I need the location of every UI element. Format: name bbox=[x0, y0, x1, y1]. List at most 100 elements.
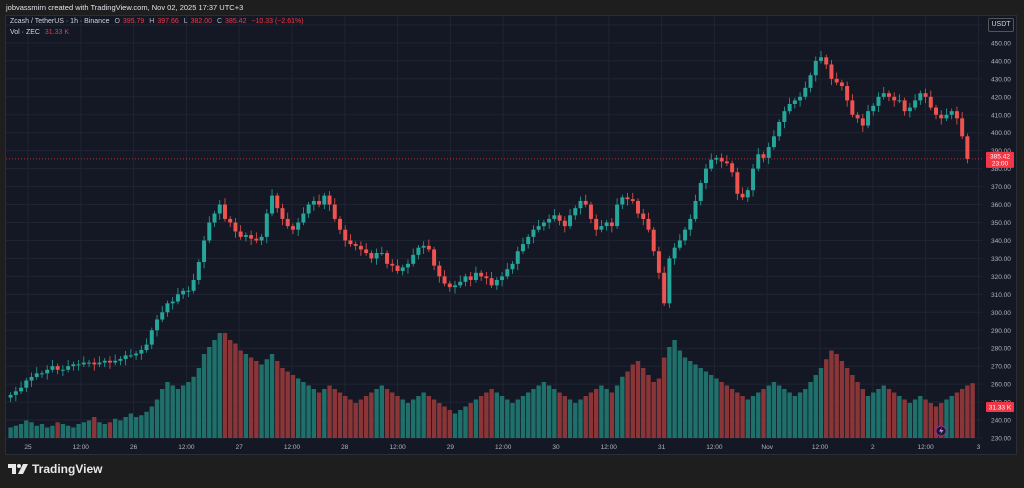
candle-body bbox=[374, 253, 379, 259]
volume-bar bbox=[86, 420, 92, 438]
candle-body bbox=[134, 353, 139, 356]
volume-bar bbox=[939, 403, 944, 438]
candle-body bbox=[719, 157, 724, 162]
candle-body bbox=[526, 236, 531, 245]
volume-bar bbox=[541, 382, 547, 438]
volume-bar bbox=[452, 413, 458, 438]
volume-bar bbox=[526, 392, 531, 438]
candle-body bbox=[186, 290, 191, 292]
candle-body bbox=[641, 213, 646, 219]
candle-body bbox=[839, 82, 844, 87]
volume-bar bbox=[107, 422, 113, 438]
x-tick-label: 12:00 bbox=[389, 444, 406, 451]
candle-body bbox=[876, 96, 881, 106]
quote-currency-badge[interactable]: USDT bbox=[988, 18, 1014, 32]
volume-bar bbox=[222, 333, 228, 438]
volume-bar bbox=[682, 357, 688, 438]
volume-bar bbox=[463, 406, 468, 438]
volume-bar bbox=[426, 396, 432, 438]
volume-bar bbox=[818, 368, 824, 438]
y-tick-label: 360.00 bbox=[991, 202, 1011, 209]
candle-body bbox=[886, 93, 891, 97]
volume-bar bbox=[311, 389, 317, 438]
candle-body bbox=[609, 222, 614, 227]
candle-body bbox=[264, 213, 269, 237]
x-tick-label: 12:00 bbox=[178, 444, 195, 451]
candle-body bbox=[301, 213, 306, 223]
volume-bar bbox=[264, 359, 269, 438]
candle-body bbox=[379, 253, 384, 255]
volume-bar bbox=[630, 364, 635, 438]
volume-bar bbox=[672, 340, 677, 438]
volume-bar bbox=[907, 403, 913, 438]
candle-body bbox=[960, 118, 965, 137]
volume-bar bbox=[729, 389, 735, 438]
candle-body bbox=[270, 195, 275, 214]
last-price-label: 385.42 bbox=[990, 153, 1010, 160]
candle-body bbox=[646, 218, 651, 230]
volume-bar bbox=[180, 385, 186, 438]
volume-bar bbox=[269, 354, 275, 438]
volume-bar bbox=[186, 382, 191, 438]
candle-body bbox=[473, 272, 478, 280]
volume-bar bbox=[651, 382, 656, 438]
candle-body bbox=[881, 93, 886, 97]
volume-bar bbox=[787, 392, 792, 438]
candle-body bbox=[866, 111, 871, 126]
candle-body bbox=[703, 168, 708, 184]
candle-body bbox=[228, 218, 233, 223]
candle-body bbox=[808, 75, 813, 88]
candle-body bbox=[280, 208, 285, 219]
candle-body bbox=[599, 226, 604, 230]
candle-body bbox=[39, 373, 44, 375]
volume-bar bbox=[635, 361, 641, 438]
candle-body bbox=[196, 262, 201, 280]
x-tick-label: 12:00 bbox=[495, 444, 512, 451]
candle-body bbox=[118, 358, 123, 361]
volume-bar bbox=[71, 427, 76, 438]
candle-body bbox=[824, 57, 829, 65]
volume-bar bbox=[442, 406, 447, 438]
x-tick-label: 12:00 bbox=[706, 444, 723, 451]
volume-bar bbox=[60, 424, 66, 438]
volume-bar bbox=[573, 403, 578, 438]
candle-body bbox=[792, 100, 797, 104]
candle-body bbox=[395, 265, 400, 271]
volume-bar bbox=[761, 389, 766, 438]
volume-bar bbox=[954, 392, 960, 438]
volume-bar bbox=[50, 425, 55, 438]
volume-bar bbox=[34, 425, 39, 438]
candle-body bbox=[155, 319, 159, 331]
candle-body bbox=[651, 229, 656, 252]
candle-body bbox=[588, 204, 593, 219]
candle-body bbox=[322, 195, 327, 205]
candle-body bbox=[515, 251, 520, 264]
volume-bar bbox=[489, 389, 494, 438]
volume-bar bbox=[160, 389, 165, 438]
volume-bar bbox=[965, 385, 970, 438]
volume-bar bbox=[379, 385, 385, 438]
candle-body bbox=[688, 218, 693, 230]
volume-bar bbox=[316, 392, 322, 438]
candle-body bbox=[489, 278, 494, 286]
volume-bar bbox=[102, 424, 107, 438]
candle-body bbox=[724, 161, 729, 164]
y-tick-label: 260.00 bbox=[991, 382, 1011, 389]
lightning-glyph-icon bbox=[939, 427, 944, 435]
candle-body bbox=[160, 312, 165, 320]
volume-bar bbox=[24, 420, 29, 438]
candle-body bbox=[928, 96, 933, 108]
x-tick-label: 12:00 bbox=[812, 444, 829, 451]
low-label: L bbox=[183, 18, 188, 25]
candle-body bbox=[343, 229, 348, 241]
candle-body bbox=[520, 244, 525, 252]
high-label: H bbox=[149, 18, 155, 25]
volume-bar bbox=[724, 385, 730, 438]
candle-body bbox=[364, 249, 369, 254]
volume-bar bbox=[656, 378, 662, 438]
candle-body bbox=[458, 281, 463, 286]
volume-bar bbox=[217, 333, 222, 438]
candle-body bbox=[275, 195, 280, 209]
volume-bar bbox=[118, 420, 123, 438]
